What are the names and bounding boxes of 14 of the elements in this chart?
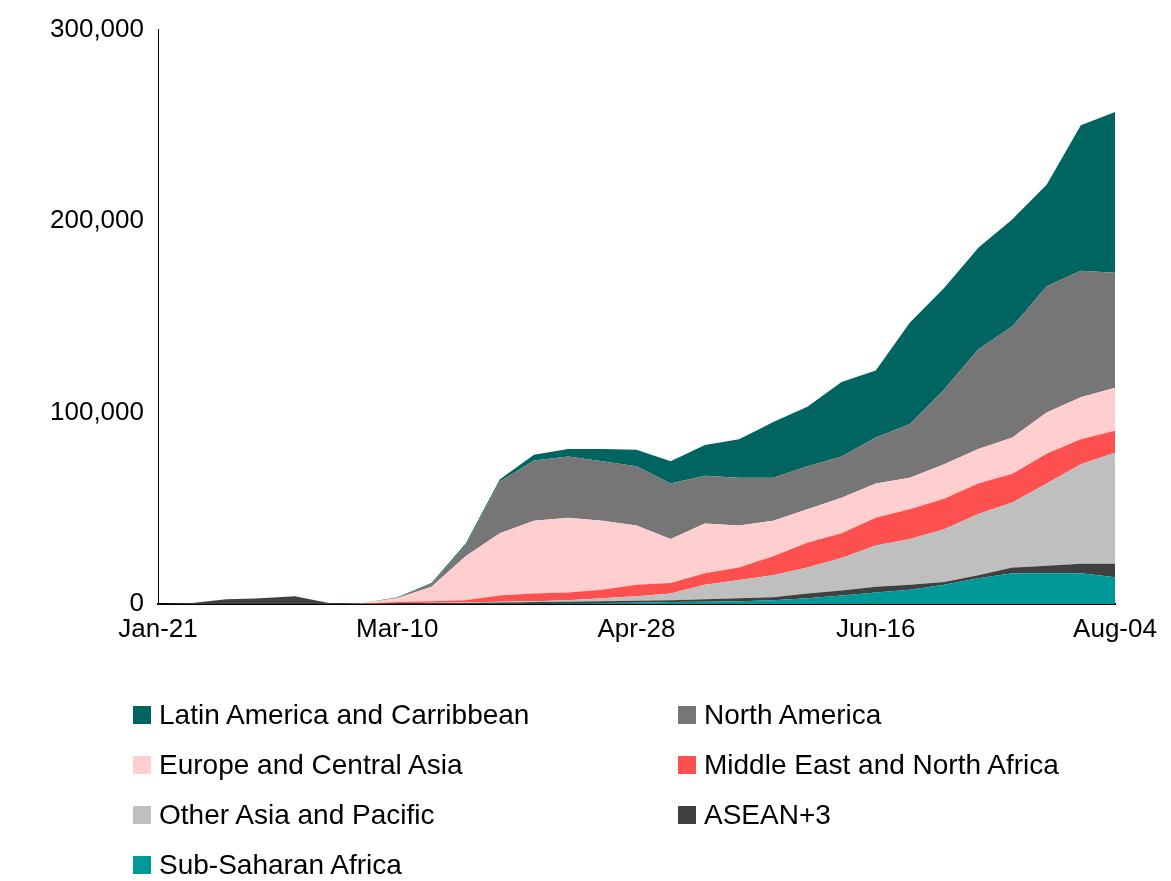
legend-label: Sub-Saharan Africa	[159, 849, 402, 881]
legend-label: Europe and Central Asia	[159, 749, 463, 781]
legend-label: Latin America and Carribbean	[159, 699, 530, 731]
x-tick-label: Mar-10	[356, 612, 439, 643]
legend-label: ASEAN+3	[704, 799, 831, 831]
y-tick-label: 200,000	[50, 204, 144, 235]
legend-label: North America	[704, 699, 882, 731]
y-tick-label: 300,000	[50, 12, 144, 43]
x-tick-label: Aug-04	[1073, 612, 1157, 643]
x-tick-label: Apr-28	[597, 612, 676, 643]
legend-label: Other Asia and Pacific	[159, 799, 435, 831]
x-tick-label: Jun-16	[836, 612, 916, 643]
y-tick-label: 100,000	[50, 395, 144, 426]
legend-label: Middle East and North Africa	[704, 749, 1059, 781]
